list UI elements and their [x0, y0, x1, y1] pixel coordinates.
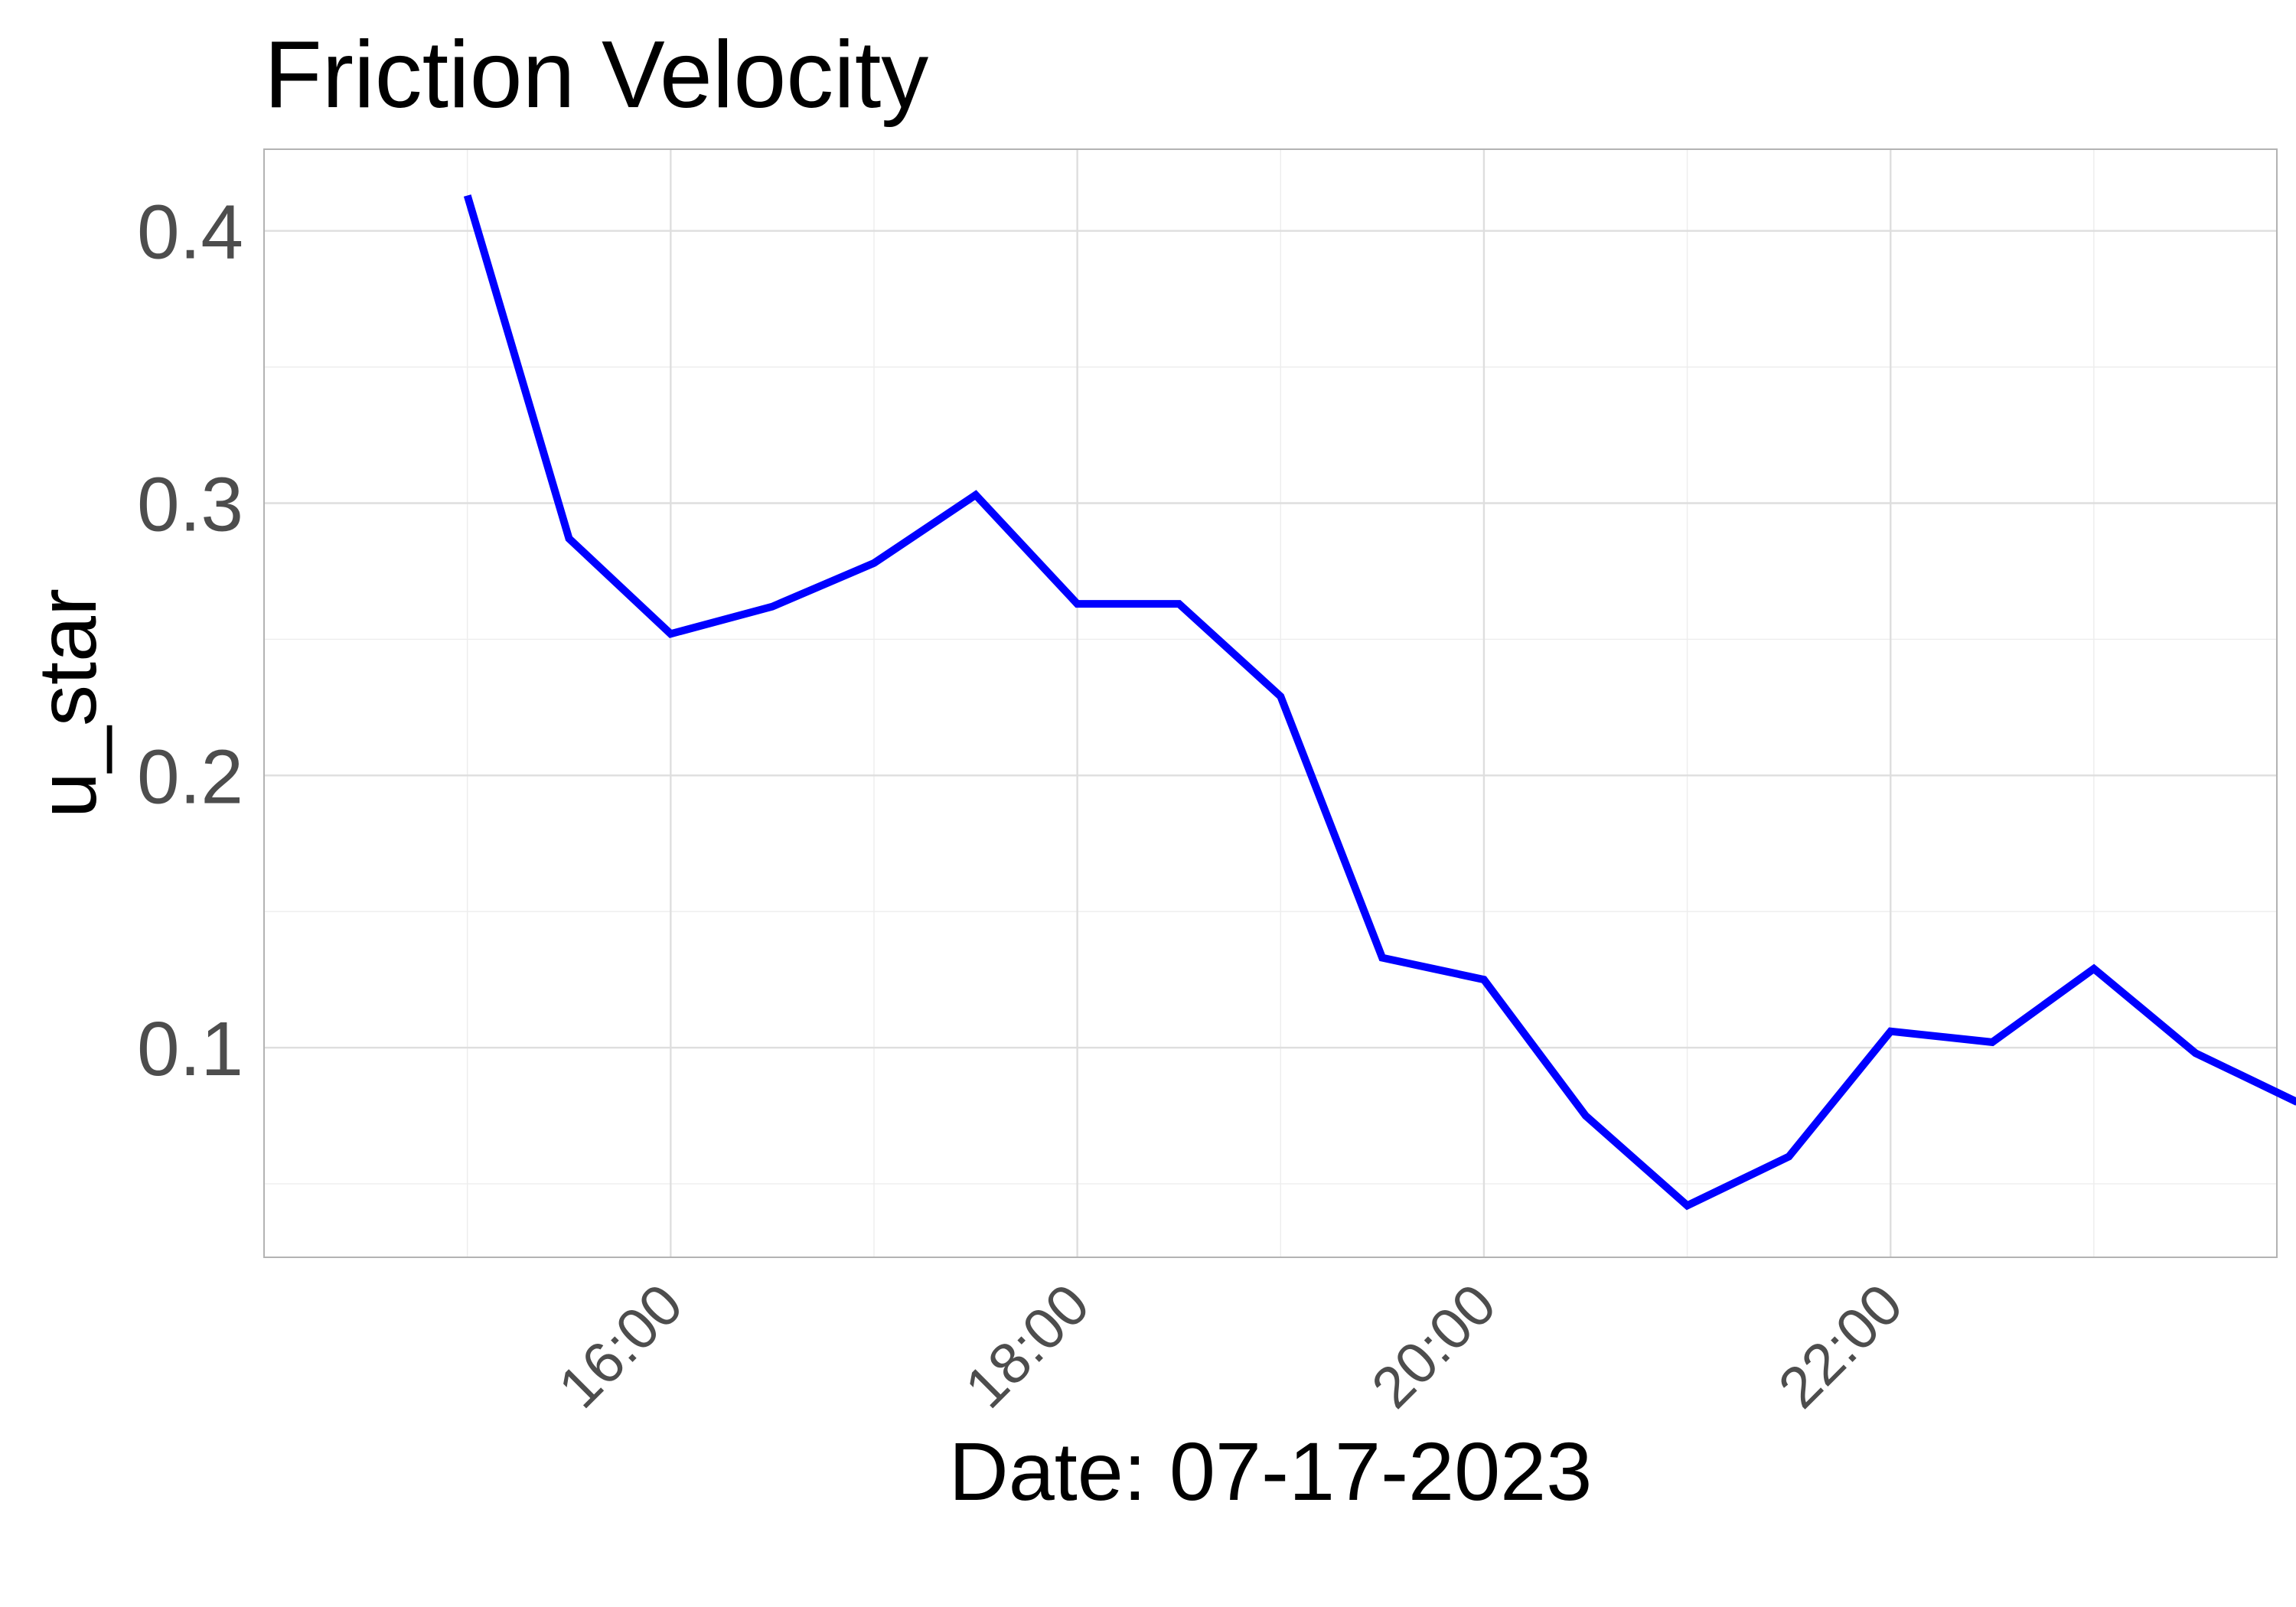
y-tick-label: 0.3	[137, 462, 243, 548]
x-tick-label: 22:00	[1766, 1272, 1916, 1421]
series-line	[463, 194, 2296, 1211]
x-tick-label: 18:00	[953, 1272, 1102, 1421]
y-tick-label: 0.1	[137, 1006, 243, 1092]
major-gridlines	[264, 149, 2277, 1257]
plot-panel-border	[263, 148, 2278, 1258]
y-tick-label: 0.4	[137, 190, 243, 275]
y-tick-labels: 0.1 0.2 0.3 0.4	[137, 190, 243, 1092]
y-tick-label: 0.2	[137, 734, 243, 820]
minor-gridlines	[264, 149, 2277, 1257]
x-tick-label: 16:00	[546, 1272, 696, 1421]
x-tick-label: 20:00	[1359, 1272, 1508, 1421]
x-tick-labels: 16:00 18:00 20:00 22:00	[546, 1272, 1916, 1421]
series-group	[463, 194, 2296, 1211]
chart-title: Friction Velocity	[264, 22, 928, 128]
y-axis-title: u_star	[21, 588, 113, 818]
x-axis-title: Date: 07-17-2023	[949, 1425, 1593, 1517]
